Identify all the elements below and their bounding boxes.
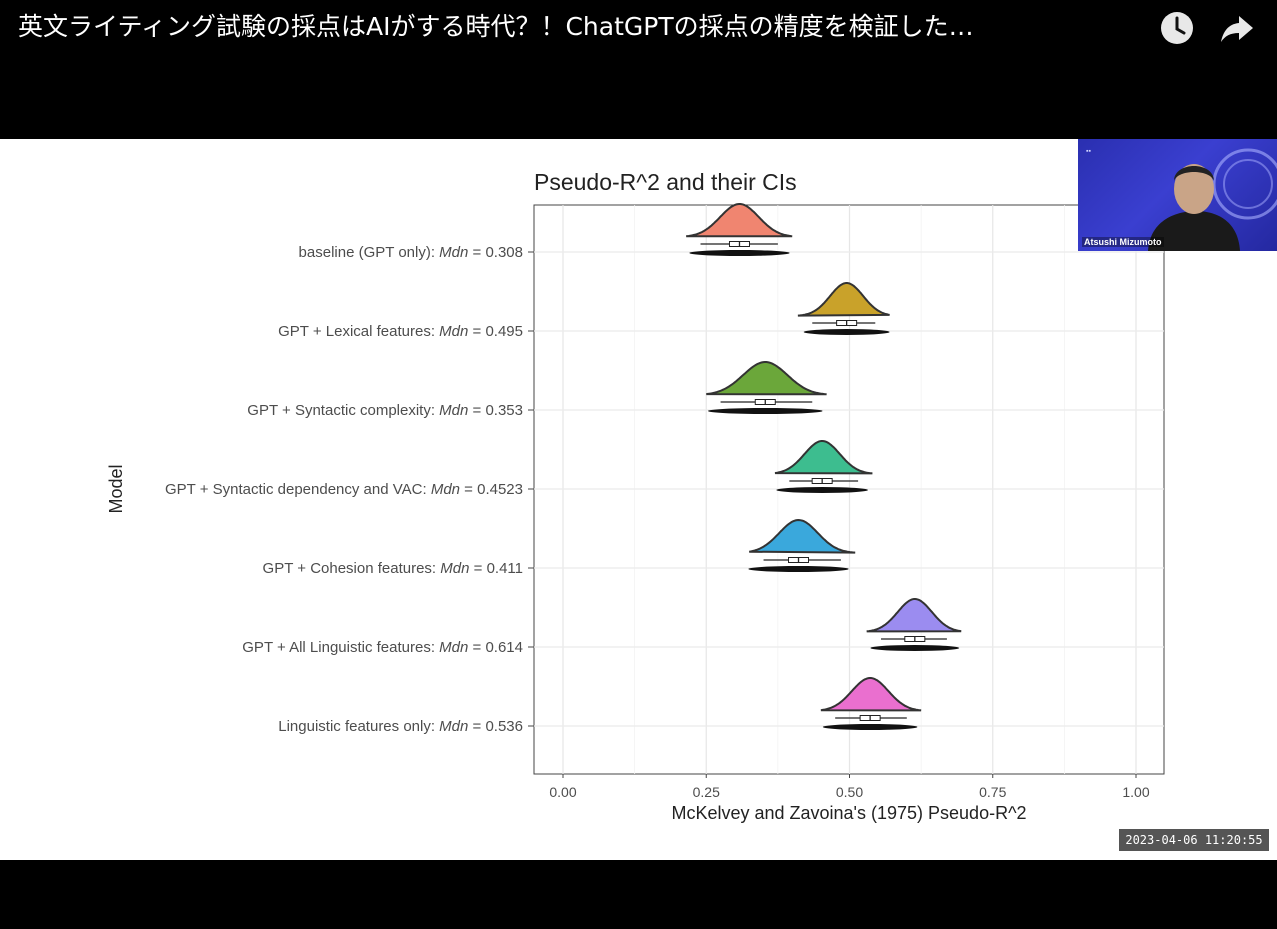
density-ridge bbox=[774, 440, 873, 475]
webcam-overlay: ▪▪ Atsushi Mizumoto bbox=[1078, 139, 1277, 251]
x-tick-label: 1.00 bbox=[1122, 784, 1149, 800]
x-tick-label: 0.75 bbox=[979, 784, 1006, 800]
x-tick-labels: 0.00 0.25 0.50 0.75 1.00 bbox=[549, 774, 1150, 800]
presenter-name: Atsushi Mizumoto bbox=[1082, 237, 1164, 247]
density-ridge bbox=[797, 282, 890, 317]
category-label: GPT + Cohesion features: Mdn = 0.411 bbox=[263, 560, 523, 577]
density-ridge bbox=[820, 677, 922, 712]
sample-band bbox=[776, 487, 869, 493]
density-ridge bbox=[866, 598, 962, 633]
sample-band bbox=[689, 250, 790, 256]
category-label: GPT + Syntactic complexity: Mdn = 0.353 bbox=[247, 402, 523, 419]
x-tick-label: 0.00 bbox=[549, 784, 576, 800]
presentation-slide: Pseudo-R^2 and their CIs baseline (GPT o… bbox=[0, 139, 1277, 860]
density-ridge bbox=[749, 518, 856, 554]
svg-text:▪▪: ▪▪ bbox=[1086, 148, 1091, 155]
category-labels: baseline (GPT only): Mdn = 0.308 GPT + Le… bbox=[165, 244, 534, 735]
category-label: GPT + Syntactic dependency and VAC: Mdn … bbox=[165, 481, 523, 498]
presenter-video: ▪▪ bbox=[1086, 148, 1277, 251]
category-label: GPT + All Linguistic features: Mdn = 0.6… bbox=[242, 639, 523, 656]
category-label: baseline (GPT only): Mdn = 0.308 bbox=[299, 244, 523, 261]
video-top-bar: 英文ライティング試験の採点はAIがする時代？！ChatGPTの採点の精度を検証し… bbox=[0, 0, 1277, 56]
y-axis-title: Model bbox=[106, 464, 126, 513]
ridgeline-chart: Pseudo-R^2 and their CIs baseline (GPT o… bbox=[106, 169, 1165, 823]
sample-band bbox=[803, 329, 890, 335]
share-button[interactable] bbox=[1217, 8, 1257, 48]
sample-band bbox=[748, 566, 849, 572]
sample-band bbox=[870, 645, 960, 651]
video-title[interactable]: 英文ライティング試験の採点はAIがする時代？！ChatGPTの採点の精度を検証し… bbox=[18, 12, 974, 41]
density-ridge bbox=[706, 361, 827, 396]
video-timestamp: 2023-04-06 11:20:55 bbox=[1119, 829, 1269, 851]
density-ridge bbox=[686, 203, 793, 238]
ridges bbox=[686, 203, 962, 730]
sample-band bbox=[822, 724, 918, 730]
category-label: GPT + Lexical features: Mdn = 0.495 bbox=[278, 323, 523, 340]
chart-title: Pseudo-R^2 and their CIs bbox=[534, 169, 797, 195]
category-label: Linguistic features only: Mdn = 0.536 bbox=[278, 718, 523, 735]
x-tick-label: 0.50 bbox=[836, 784, 863, 800]
sample-band bbox=[707, 408, 823, 414]
watch-later-button[interactable] bbox=[1157, 8, 1197, 48]
x-tick-label: 0.25 bbox=[693, 784, 720, 800]
clock-icon bbox=[1161, 12, 1193, 44]
x-axis-title: McKelvey and Zavoina's (1975) Pseudo-R^2 bbox=[671, 803, 1026, 823]
share-arrow-icon bbox=[1221, 16, 1253, 42]
